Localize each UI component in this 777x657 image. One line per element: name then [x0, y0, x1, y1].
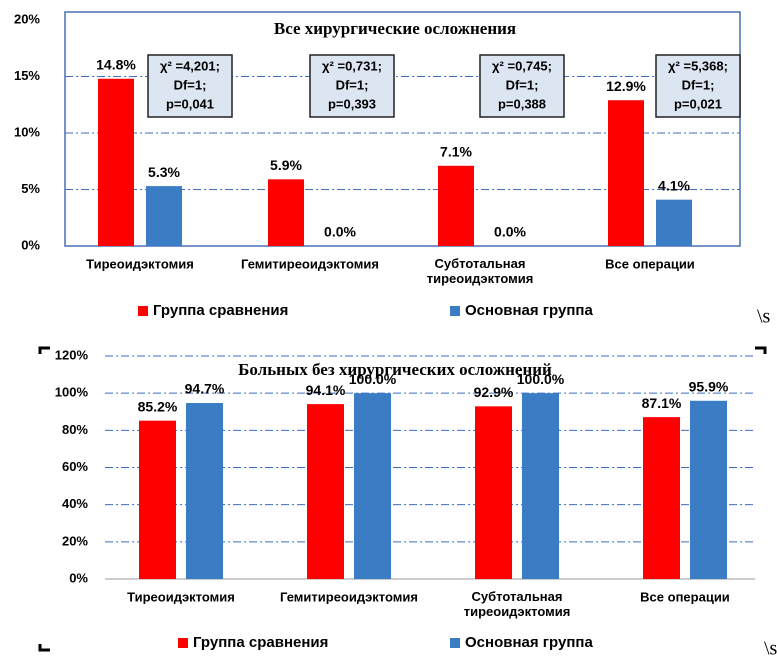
y-tick-label: 5% [21, 181, 40, 196]
stat-text: p=0,388 [498, 96, 546, 111]
chart-title: Больных без хирургических осложнений [238, 360, 552, 379]
stat-box [309, 54, 395, 118]
bar [438, 165, 474, 246]
x-tick-label: Гемитиреоидэктомия [241, 256, 379, 271]
bar [643, 417, 680, 579]
legend-label: Группа сравнения [153, 302, 288, 319]
stat-text: Df=1; [682, 77, 715, 92]
y-tick-label: 100% [55, 385, 89, 400]
stat-text: χ² =0,745; [492, 58, 552, 73]
data-label: 4.1% [658, 177, 690, 193]
x-tick-label: Тиреоидэктомия [86, 256, 194, 271]
x-tick-label: Субтотальная тиреоидэктомия [427, 256, 534, 286]
bar [354, 393, 391, 579]
legend-swatch [450, 306, 460, 316]
stat-text: χ² =4,201; [160, 58, 220, 73]
data-label: 0.0% [494, 224, 526, 240]
bar [656, 199, 692, 246]
legend-swatch [138, 306, 148, 316]
bar [98, 78, 134, 246]
y-tick-label: 0% [69, 570, 88, 585]
y-tick-label: 20% [14, 11, 40, 26]
data-label: 95.9% [689, 378, 729, 394]
stat-box [147, 54, 233, 118]
stat-box [479, 54, 565, 118]
stat-text: p=0,393 [328, 96, 376, 111]
data-label: 0.0% [324, 224, 356, 240]
stat-text: χ² =0,731; [322, 58, 382, 73]
chart-title: Все хирургические осложнения [274, 19, 516, 38]
bar [268, 179, 304, 246]
stat-text: Df=1; [336, 77, 369, 92]
stat-text: Df=1; [174, 77, 207, 92]
data-label: 7.1% [440, 143, 472, 159]
bar [690, 400, 727, 579]
data-label: 100.0% [349, 371, 397, 387]
corner-mark [755, 346, 767, 354]
stray-text: \s [757, 306, 771, 328]
y-tick-label: 0% [21, 237, 40, 252]
x-tick-label: Все операции [640, 589, 730, 604]
data-label: 5.9% [270, 157, 302, 173]
stat-box [655, 54, 741, 118]
plot-frame [64, 11, 741, 247]
y-tick-label: 40% [62, 496, 88, 511]
y-tick-label: 20% [62, 533, 88, 548]
data-label: 94.7% [185, 381, 225, 397]
data-label: 100.0% [517, 371, 565, 387]
y-tick-label: 15% [14, 68, 40, 83]
legend-label: Основная группа [465, 634, 593, 651]
bar [146, 186, 182, 246]
legend-swatch [178, 638, 188, 648]
corner-mark [38, 644, 50, 652]
y-tick-label: 60% [62, 459, 88, 474]
stat-text: p=0,021 [674, 96, 722, 111]
y-tick-label: 10% [14, 124, 40, 139]
bar [522, 393, 559, 579]
y-tick-label: 80% [62, 422, 88, 437]
data-label: 12.9% [606, 78, 646, 94]
stat-text: Df=1; [506, 77, 539, 92]
bar [307, 404, 344, 579]
x-tick-label: Тиреоидэктомия [127, 589, 235, 604]
stat-text: p=0,041 [166, 96, 214, 111]
bar [475, 406, 512, 579]
legend-swatch [450, 638, 460, 648]
x-tick-label: Субтотальная тиреоидэктомия [464, 589, 571, 619]
bar [139, 420, 176, 579]
data-label: 87.1% [642, 395, 682, 411]
bar [186, 403, 223, 579]
x-tick-label: Все операции [605, 256, 695, 271]
stat-text: χ² =5,368; [668, 58, 728, 73]
data-label: 94.1% [306, 382, 346, 398]
data-label: 5.3% [148, 164, 180, 180]
stray-text: \s [764, 638, 777, 657]
legend-label: Основная группа [465, 302, 593, 319]
data-label: 14.8% [96, 56, 136, 72]
legend-label: Группа сравнения [193, 634, 328, 651]
data-label: 85.2% [138, 398, 178, 414]
x-tick-label: Гемитиреоидэктомия [280, 589, 418, 604]
y-tick-label: 120% [55, 347, 89, 362]
bar [608, 100, 644, 246]
corner-mark [38, 346, 50, 354]
data-label: 92.9% [474, 384, 514, 400]
